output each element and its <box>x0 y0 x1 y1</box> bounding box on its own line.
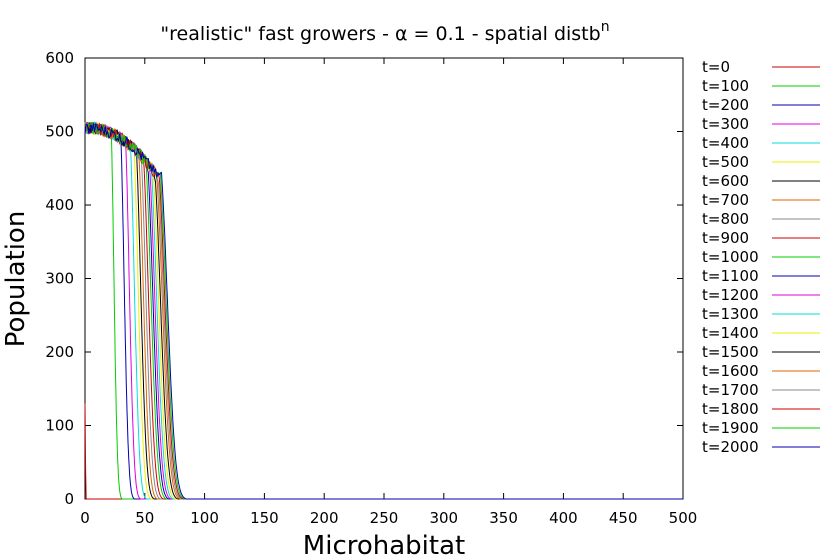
legend-label: t=2000 <box>702 438 759 456</box>
legend-label: t=1500 <box>702 343 759 361</box>
series-lines <box>84 120 683 500</box>
y-tick-label: 600 <box>45 49 74 67</box>
x-axis: 0 50 100 150 200 250 300 350 400 450 500 <box>80 58 697 527</box>
series-line-t-1600 <box>84 121 683 500</box>
y-tick-label: 400 <box>45 196 74 214</box>
legend-label: t=1600 <box>702 362 759 380</box>
legend-label: t=1900 <box>702 419 759 437</box>
plot-frame <box>84 57 684 500</box>
x-tick-label: 50 <box>135 509 154 527</box>
legend-label: t=300 <box>702 115 749 133</box>
x-tick-label: 300 <box>429 509 458 527</box>
legend-label: t=1400 <box>702 324 759 342</box>
legend-label: t=400 <box>702 134 749 152</box>
x-tick-label: 250 <box>370 509 399 527</box>
series-line-t-1900 <box>84 122 683 500</box>
x-tick-label: 400 <box>549 509 578 527</box>
legend-label: t=900 <box>702 229 749 247</box>
chart-title: "realistic" fast growers - α = 0.1 - spa… <box>160 19 609 45</box>
x-axis-label: Microhabitat <box>303 531 465 560</box>
legend-label: t=1000 <box>702 248 759 266</box>
x-tick-label: 100 <box>190 509 219 527</box>
series-line-t-1800 <box>84 121 683 500</box>
legend-label: t=700 <box>702 191 749 209</box>
legend-label: t=0 <box>702 58 730 76</box>
legend: t=0t=100t=200t=300t=400t=500t=600t=700t=… <box>702 58 820 456</box>
legend-label: t=600 <box>702 172 749 190</box>
y-tick-label: 500 <box>45 123 74 141</box>
legend-label: t=100 <box>702 77 749 95</box>
legend-label: t=800 <box>702 210 749 228</box>
y-axis: 0 100 200 300 400 500 600 <box>45 49 683 508</box>
series-line-t-1700 <box>84 121 683 500</box>
legend-label: t=200 <box>702 96 749 114</box>
y-axis-label: Population <box>1 211 31 348</box>
x-tick-label: 350 <box>489 509 518 527</box>
x-tick-label: 0 <box>80 509 90 527</box>
legend-label: t=1200 <box>702 286 759 304</box>
legend-label: t=500 <box>702 153 749 171</box>
legend-label: t=1700 <box>702 381 759 399</box>
legend-label: t=1300 <box>702 305 759 323</box>
legend-label: t=1800 <box>702 400 759 418</box>
x-tick-label: 450 <box>609 509 638 527</box>
y-tick-label: 100 <box>45 417 74 435</box>
y-tick-label: 300 <box>45 270 74 288</box>
legend-label: t=1100 <box>702 267 759 285</box>
series-line-t-2000 <box>84 121 683 500</box>
y-tick-label: 0 <box>64 490 74 508</box>
x-tick-label: 200 <box>310 509 339 527</box>
x-tick-label: 500 <box>669 509 698 527</box>
y-tick-label: 200 <box>45 343 74 361</box>
x-tick-label: 150 <box>250 509 279 527</box>
plot-area <box>84 57 684 500</box>
